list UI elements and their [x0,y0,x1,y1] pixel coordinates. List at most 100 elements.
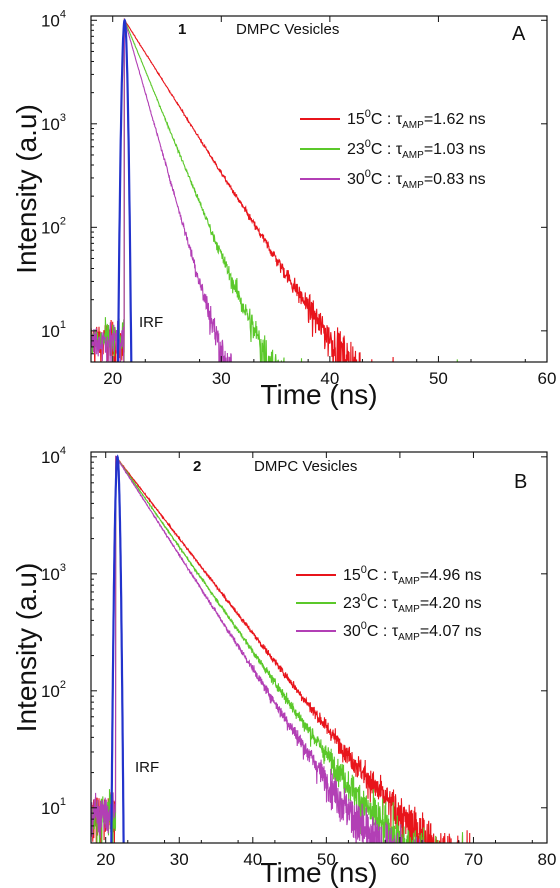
x-axis-title: Time (ns) [260,857,377,888]
panel-letter: B [514,471,527,493]
x-tick-label: 40 [320,369,339,388]
legend-unit: C : [367,623,392,640]
x-tick-label: 70 [464,850,483,869]
legend-tau: τ [392,567,399,584]
y-tick-label: 103 [41,112,66,134]
y-tick-label: 101 [41,319,66,341]
legend-tau-sub: AMP [398,632,420,643]
panel-letter: A [512,23,526,45]
legend-tau: τ [392,623,399,640]
legend-unit: C : [367,567,392,584]
legend-tau-value: =1.03 ns [424,141,486,158]
legend-unit: C : [371,141,396,158]
panel-number: 2 [193,458,201,475]
y-tick-base: 10 [41,218,60,237]
legend-unit: C : [367,595,392,612]
plot-frame [90,15,548,363]
x-axis-title: Time (ns) [260,379,377,410]
panel-number: 1 [178,21,186,38]
legend-tau-value: =4.96 ns [420,567,482,584]
y-tick-exp: 4 [60,8,66,20]
series-line-23c [91,455,517,843]
legend-tau-sub: AMP [402,150,424,161]
legend-tau: τ [396,141,403,158]
legend-degree: 0 [361,620,367,632]
y-tick-base: 10 [41,11,60,30]
legend-label: 300C : τAMP=4.07 ns [343,620,482,643]
legend-degree: 0 [361,592,367,604]
series-line-23c [91,19,458,362]
legend-temp: 15 [347,111,365,128]
legend-unit: C : [371,111,396,128]
legend-degree: 0 [365,168,371,180]
y-tick-base: 10 [41,682,60,701]
legend-temp: 30 [347,171,365,188]
y-axis-title: Intensity (a.u) [11,104,42,274]
x-tick-label: 60 [390,850,409,869]
legend-tau: τ [396,111,403,128]
y-tick-base: 10 [41,322,60,341]
x-tick-label: 60 [538,369,557,388]
y-tick-exp: 1 [60,796,66,808]
legend-tau-value: =4.07 ns [420,623,482,640]
y-tick-base: 10 [41,565,60,584]
legend-degree: 0 [361,564,367,576]
x-tick-label: 50 [429,369,448,388]
legend-temp: 15 [343,567,361,584]
x-tick-label: 40 [243,850,262,869]
legend-label: 230C : τAMP=1.03 ns [347,138,486,161]
y-tick-label: 102 [41,679,66,701]
y-tick-exp: 3 [60,112,66,124]
y-tick-label: 104 [41,8,66,30]
plot-frame [90,451,548,844]
legend-tau-sub: AMP [398,604,420,615]
y-tick-label: 103 [41,562,66,584]
y-tick-base: 10 [41,448,60,467]
series-line-15c [91,455,514,843]
y-tick-exp: 2 [60,679,66,691]
irf-label: IRF [135,759,159,776]
series-line-30c [91,19,232,362]
legend-tau-value: =1.62 ns [424,111,486,128]
legend-degree: 0 [365,108,371,120]
legend-tau-value: =4.20 ns [420,595,482,612]
legend-tau: τ [392,595,399,612]
irf-label: IRF [139,314,163,331]
legend-temp: 23 [343,595,361,612]
legend-unit: C : [371,171,396,188]
legend-label: 300C : τAMP=0.83 ns [347,168,486,191]
x-tick-label: 80 [538,850,557,869]
y-axis-title: Intensity (a.u) [11,563,42,733]
x-tick-label: 30 [212,369,231,388]
legend-tau-value: =0.83 ns [424,171,486,188]
x-tick-label: 30 [170,850,189,869]
y-tick-label: 102 [41,215,66,237]
y-tick-exp: 2 [60,215,66,227]
legend-tau-sub: AMP [398,576,420,587]
irf-line [110,454,125,843]
y-tick-label: 101 [41,796,66,818]
legend-temp: 23 [347,141,365,158]
series-line-15c [91,17,394,362]
legend-label: 150C : τAMP=1.62 ns [347,108,486,131]
plot-area [91,454,517,843]
irf-line [116,18,133,362]
legend-temp: 30 [343,623,361,640]
x-tick-label: 20 [103,369,122,388]
series-line-30c [91,455,424,843]
legend-tau: τ [396,171,403,188]
legend-label: 150C : τAMP=4.96 ns [343,564,482,587]
panel-annotation: DMPC Vesicles [236,21,339,38]
y-tick-label: 104 [41,445,66,467]
y-tick-base: 10 [41,115,60,134]
plot-area [91,17,458,362]
legend-tau-sub: AMP [402,120,424,131]
y-tick-exp: 4 [60,445,66,457]
y-tick-exp: 3 [60,562,66,574]
panel-annotation: DMPC Vesicles [254,458,357,475]
x-tick-label: 50 [317,850,336,869]
